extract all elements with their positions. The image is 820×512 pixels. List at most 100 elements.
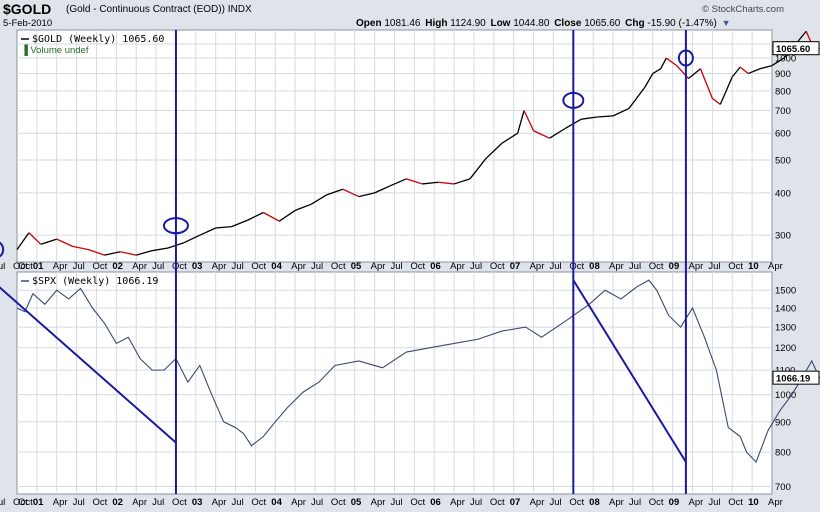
spx-x-tick-label: Oct — [490, 497, 505, 508]
gold-price-segment — [597, 115, 614, 118]
gold-price-segment — [739, 66, 749, 75]
gold-x-tick-label: Jul — [708, 261, 720, 272]
gold-price-segment — [374, 185, 391, 194]
gold-price-segment — [719, 76, 733, 105]
chart-date: 5-Feb-2010 — [3, 18, 53, 29]
gold-x-tick-label: Apr — [371, 261, 386, 272]
gold-x-tick-label: 03 — [192, 261, 203, 272]
spx-x-tick-label: Oct — [251, 497, 266, 508]
spx-x-tick-label: Oct — [728, 497, 743, 508]
spx-last-value-tag: 1066.19 — [776, 374, 810, 385]
gold-x-tick-label: Oct — [728, 261, 743, 272]
gold-price-segment — [358, 192, 375, 198]
spx-x-tick-label: Jul — [391, 497, 403, 508]
spx-x-tick-label: 05 — [351, 497, 362, 508]
gold-x-tick-label: 02 — [112, 261, 123, 272]
spx-x-tick-label: Oct — [331, 497, 346, 508]
spx-y-tick-label: 1400 — [775, 303, 796, 314]
spx-x-tick-label: Apr — [689, 497, 704, 508]
annotations — [0, 30, 694, 494]
gold-price-segment — [699, 68, 713, 99]
spx-trendline — [572, 279, 687, 463]
dropdown-triangle-icon[interactable]: ▼ — [721, 18, 731, 28]
spx-x-tick-label: Apr — [371, 497, 386, 508]
gold-price-segment — [120, 251, 137, 256]
gold-price-segment — [215, 225, 232, 229]
gold-x-tick-label: 01 — [33, 261, 44, 272]
gold-price-segment — [523, 110, 535, 132]
gold-x-tick-label: Oct — [172, 261, 187, 272]
gold-price-segment — [263, 211, 280, 222]
spx-x-tick-label: Apr — [768, 497, 783, 508]
gold-y-tick-label: 600 — [775, 129, 791, 140]
spx-x-tick-label: 04 — [271, 497, 282, 508]
gold-x-tick-label: Apr — [689, 261, 704, 272]
gold-price-segment — [438, 181, 455, 185]
spx-x-tick-label: 02 — [112, 497, 123, 508]
spx-x-tick-label: 06 — [430, 497, 441, 508]
spx-x-tick-label: Jul — [232, 497, 244, 508]
gold-x-tick-label: 10 — [748, 261, 759, 272]
gold-price-segment — [517, 110, 525, 134]
gold-x-tick-label: Jul — [629, 261, 641, 272]
gold-price-segment — [88, 248, 105, 256]
gold-x-tick-label: Apr — [609, 261, 624, 272]
gold-legend: $GOLD (Weekly) 1065.60 — [32, 34, 164, 45]
spx-x-tick-label: Jul — [549, 497, 561, 508]
gold-price-segment — [231, 219, 248, 228]
gold-circle-marker — [162, 217, 189, 235]
gold-price-segment — [731, 66, 741, 78]
gold-x-tick-label: Apr — [450, 261, 465, 272]
spx-x-tick-label: 10 — [748, 497, 759, 508]
gold-x-tick-label: Jul — [549, 261, 561, 272]
gold-x-tick-label: 07 — [510, 261, 521, 272]
gold-x-tick-label: 08 — [589, 261, 600, 272]
gold-price-segment — [310, 194, 328, 205]
spx-trendline — [0, 286, 177, 444]
ohlc-readout: Open 1081.46 High 1124.90 Low 1044.80 Cl… — [356, 18, 733, 29]
gold-price-segment — [628, 86, 646, 109]
spx-x-tick-label: Apr — [450, 497, 465, 508]
close-label: Close — [554, 18, 582, 29]
x-axis: OctOct0000AprAprJulJulOctOct0101AprAprJu… — [0, 261, 783, 508]
gold-x-tick-label: Oct — [649, 261, 664, 272]
gold-price-segment — [759, 64, 773, 70]
gold-panel: 30040050060070080090010001100$GOLD (Week… — [16, 29, 820, 263]
spx-x-tick-label: Jul — [0, 497, 5, 508]
gold-price-segment — [247, 211, 264, 221]
gold-x-tick-label: Jul — [391, 261, 403, 272]
gold-price-segment — [422, 181, 439, 185]
gold-price-segment — [665, 57, 678, 67]
gold-price-segment — [771, 57, 785, 67]
spx-last-value-tag-box — [772, 370, 820, 385]
spx-x-tick-label: Apr — [530, 497, 545, 508]
gold-price-segment — [501, 132, 519, 144]
spx-x-tick-label: Oct — [92, 497, 107, 508]
brand-label[interactable]: © StockCharts.com — [702, 4, 784, 15]
spx-x-tick-label: Oct — [18, 497, 33, 508]
spx-x-tick-label: 07 — [510, 497, 521, 508]
chart-header: $GOLD (Gold - Continuous Contract (EOD))… — [0, 0, 820, 30]
gold-price-segment — [16, 232, 30, 250]
gold-x-tick-label: Jul — [311, 261, 323, 272]
gold-x-tick-label: Jul — [0, 261, 5, 272]
gold-x-tick-label: Apr — [768, 261, 783, 272]
gold-price-segment — [660, 57, 667, 70]
gold-x-tick-label: Apr — [212, 261, 227, 272]
gold-price-segment — [406, 178, 423, 185]
spx-y-tick-label: 1500 — [775, 286, 796, 297]
chg-label: Chg — [625, 18, 645, 29]
gold-price-segment — [278, 209, 296, 222]
spx-x-tick-label: Jul — [629, 497, 641, 508]
gold-last-value-tag-box — [772, 41, 820, 56]
gold-x-tick-label: 06 — [430, 261, 441, 272]
spx-x-tick-label: Oct — [649, 497, 664, 508]
gold-x-tick-label: Jul — [232, 261, 244, 272]
gold-price-segment — [136, 250, 153, 256]
spx-x-tick-label: Oct — [13, 497, 28, 508]
spx-panel: 700800900100011001200130014001500$SPX (W… — [16, 271, 820, 495]
symbol-title: $GOLD — [3, 1, 52, 17]
gold-price-segment — [533, 130, 550, 139]
gold-price-segment — [612, 107, 630, 117]
